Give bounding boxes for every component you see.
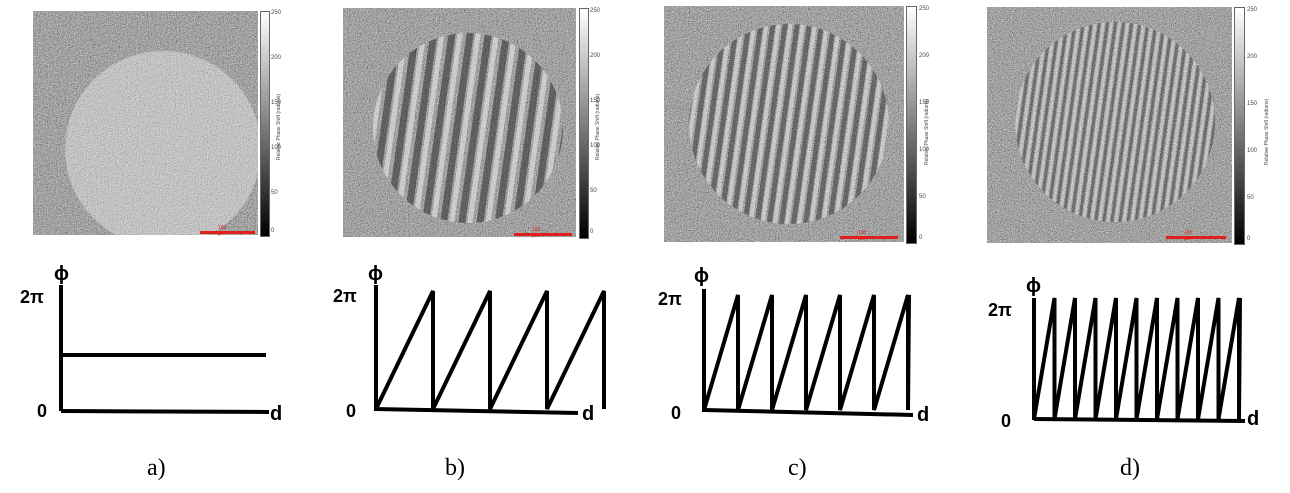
zero-label: 0 — [1001, 411, 1011, 431]
colorbar-tick: 100 — [1247, 148, 1258, 154]
colorbar-tick: 100 — [919, 147, 930, 153]
caption-c: c) — [788, 455, 807, 481]
phi-axis-label: ϕ — [368, 263, 383, 285]
sawtooth-wave — [702, 294, 911, 411]
phase-image-d — [987, 7, 1232, 243]
sawtooth-wave — [374, 290, 606, 410]
colorbar-tick: 250 — [1247, 7, 1258, 13]
colorbar-tick: 0 — [271, 228, 275, 234]
colorbar-label: Relative Phase Shift (radians) — [276, 93, 282, 160]
colorbar-a — [260, 11, 270, 237]
colorbar-tick: 0 — [919, 235, 923, 241]
phase-graph-c: ϕ 2π 0 d — [658, 265, 929, 426]
sawtooth-line — [1032, 297, 1242, 420]
colorbar-tick: 200 — [919, 53, 930, 59]
scale-bar-label: 100 µm — [532, 227, 541, 239]
x-axis-line — [60, 409, 270, 414]
zero-label: 0 — [671, 403, 681, 423]
colorbar-c — [906, 6, 917, 244]
colorbar-tick: 50 — [919, 194, 926, 200]
colorbar-tick: 50 — [590, 188, 597, 194]
d-axis-label: d — [582, 403, 594, 425]
noise-image-c — [664, 6, 904, 242]
phi-axis-label: ϕ — [694, 265, 709, 287]
colorbar-tick: 150 — [919, 100, 930, 106]
colorbar-tick: 250 — [271, 10, 282, 16]
caption-d: d) — [1120, 455, 1140, 481]
phase-image-c — [664, 6, 904, 242]
zero-label: 0 — [346, 401, 356, 421]
scale-bar-d — [1166, 236, 1226, 239]
colorbar-label: Relative Phase Shift (radians) — [1264, 98, 1270, 165]
x-axis-line — [375, 407, 579, 415]
x-axis-line — [1033, 417, 1246, 423]
noise-image-a — [33, 11, 258, 235]
caption-b: b) — [445, 455, 465, 481]
colorbar-tick: 250 — [590, 8, 601, 14]
colorbar-tick: 250 — [919, 6, 930, 12]
phi-axis-label: ϕ — [1026, 275, 1041, 297]
x-axis-line — [703, 408, 914, 417]
scale-bar-b — [514, 233, 572, 236]
scale-bar-a — [200, 231, 255, 234]
two-pi-label: 2π — [658, 289, 682, 309]
zero-label: 0 — [37, 401, 47, 421]
colorbar-tick: 0 — [1247, 236, 1251, 242]
noise-image-b — [343, 8, 576, 237]
colorbar-tick: 200 — [1247, 54, 1258, 60]
caption-a: a) — [147, 455, 166, 481]
d-axis-label: d — [270, 403, 282, 425]
colorbar-tick: 200 — [590, 53, 601, 59]
d-axis-label: d — [917, 404, 929, 426]
phase-image-a — [33, 11, 258, 235]
scale-bar-label: 100 µm — [1184, 230, 1193, 242]
colorbar-label: Relative Phase Shift (radians) — [595, 93, 601, 160]
colorbar-b — [579, 8, 589, 239]
colorbar-tick: 0 — [590, 229, 594, 235]
phase-image-b — [343, 8, 576, 237]
colorbar-tick: 50 — [1247, 195, 1254, 201]
colorbar-d — [1234, 7, 1245, 245]
sawtooth-line — [374, 290, 606, 410]
two-pi-label: 2π — [333, 286, 357, 306]
noise-image-d — [987, 7, 1232, 243]
scale-bar-c — [840, 236, 898, 239]
colorbar-tick: 100 — [590, 143, 601, 149]
scale-bar-label: 100 µm — [218, 225, 227, 237]
colorbar-label: Relative Phase Shift (radians) — [924, 98, 930, 165]
phase-graph-a: ϕ 2π 0 d — [20, 263, 282, 425]
d-axis-label: d — [1247, 408, 1259, 430]
colorbar-tick: 150 — [590, 98, 601, 104]
phase-graph-d: ϕ 2π 0 d — [988, 275, 1259, 431]
phi-axis-label: ϕ — [54, 263, 69, 285]
colorbar-tick: 200 — [271, 55, 282, 61]
phase-graph-b: ϕ 2π 0 d — [333, 263, 606, 425]
colorbar-tick: 150 — [271, 100, 282, 106]
scale-bar-label: 100 µm — [858, 230, 867, 242]
colorbar-tick: 50 — [271, 190, 278, 196]
colorbar-tick: 100 — [271, 145, 282, 151]
two-pi-label: 2π — [988, 300, 1012, 320]
sawtooth-wave — [1032, 297, 1242, 420]
sawtooth-line — [702, 294, 911, 411]
colorbar-tick: 150 — [1247, 101, 1258, 107]
two-pi-label: 2π — [20, 287, 44, 307]
